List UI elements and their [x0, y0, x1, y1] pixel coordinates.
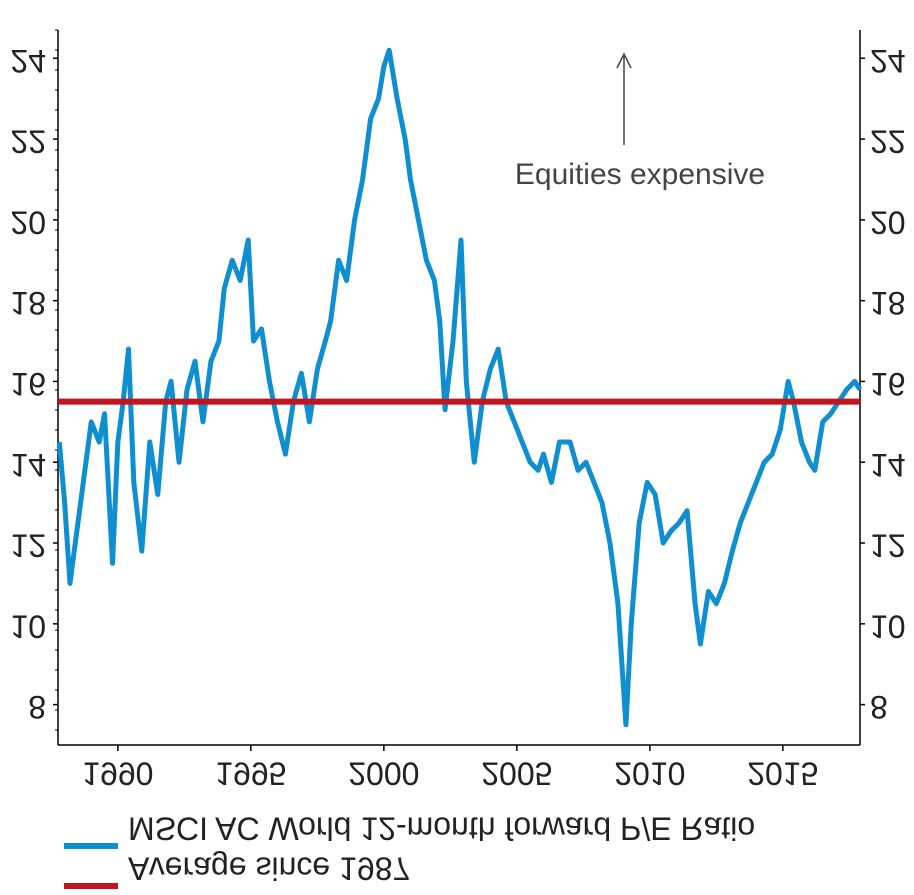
y2-tick-label: 8: [870, 689, 888, 725]
annotation-arrowhead: [616, 52, 632, 69]
y2-tick-label: 20: [870, 204, 906, 240]
data-line: [56, 47, 863, 728]
x-tick-label: 2000: [348, 756, 419, 792]
x-tick-label: 2005: [481, 756, 552, 792]
x-tick-label: 1995: [215, 756, 286, 792]
y-tick-label: 8: [28, 689, 46, 725]
y-tick-label: 18: [10, 285, 46, 321]
y2-tick-label: 10: [870, 608, 906, 644]
y2-tick-label: 14: [870, 447, 906, 483]
y-tick-label: 20: [10, 204, 46, 240]
y-tick-label: 14: [10, 447, 46, 483]
legend-label: MSCI AC World 12-month forward P/E Ratio: [128, 811, 755, 847]
y-tick-label: 12: [10, 528, 46, 564]
y2-tick-label: 22: [870, 124, 906, 160]
y2-tick-label: 18: [870, 285, 906, 321]
legend-label: Average since 1987: [128, 851, 410, 887]
x-tick-label: 2015: [747, 756, 818, 792]
annotation: Equities expensive: [515, 158, 765, 191]
y-tick-label: 16: [10, 366, 46, 402]
y2-tick-label: 12: [870, 528, 906, 564]
y-tick-label: 22: [10, 124, 46, 160]
y-tick-label: 10: [10, 608, 46, 644]
y2-tick-label: 24: [870, 43, 906, 79]
x-tick-label: 1990: [82, 756, 153, 792]
y2-tick-label: 16: [870, 366, 906, 402]
y-tick-label: 24: [10, 43, 46, 79]
x-tick-label: 2010: [614, 756, 685, 792]
